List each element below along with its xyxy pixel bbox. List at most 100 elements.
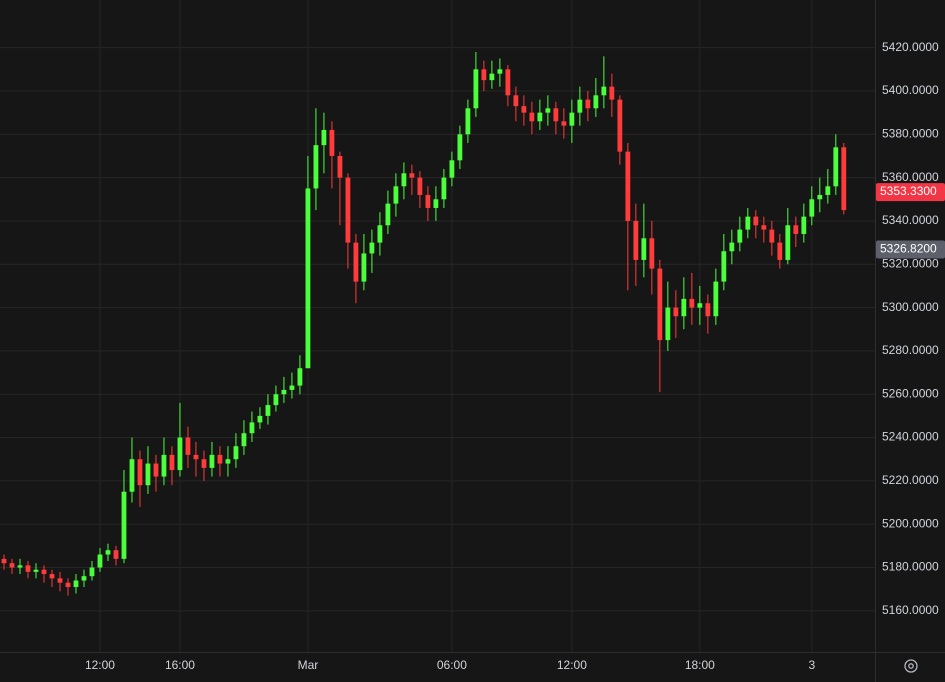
candle-body [433,199,439,208]
candle-body [105,550,111,555]
candle-body [49,574,55,579]
candle-body [681,298,687,317]
candle-body [425,194,431,208]
y-tick-label: 5160.0000 [882,603,939,617]
y-tick-label: 5200.0000 [882,516,939,530]
candle-body [257,415,263,423]
price-marker-label: 5326.8200 [880,242,937,256]
candle-body [457,134,463,161]
candle-body [265,405,271,416]
candle-body [97,554,103,568]
y-tick-label: 5220.0000 [882,473,939,487]
candle-body [409,173,415,178]
candle-body [729,242,735,252]
candle-body [785,225,791,260]
x-tick-label: Mar [298,658,319,672]
candle-body [137,459,143,486]
candle-body [337,155,343,178]
candle-body [497,69,503,74]
x-tick-label: 18:00 [685,658,715,672]
candle-body [153,463,159,477]
y-tick-label: 5280.0000 [882,343,939,357]
candle-body [297,368,303,386]
candle-body [89,567,95,577]
candle-body [329,129,335,156]
y-tick-label: 5420.0000 [882,40,939,54]
candle-body [817,194,823,200]
candle-body [833,147,839,187]
candle-body [385,203,391,226]
candle-body [113,550,119,559]
candle-body [73,580,79,588]
candle-body [377,225,383,243]
candle-body [273,394,279,406]
candle-body [25,565,31,572]
candle-body [689,298,695,308]
candle-body [593,95,599,109]
candle-body [321,129,327,146]
candle-body [241,433,247,447]
candle-body [705,303,711,317]
candle-body [353,242,359,282]
y-tick-label: 5300.0000 [882,300,939,314]
y-tick-label: 5240.0000 [882,430,939,444]
candle-body [633,220,639,260]
candle-body [537,112,543,122]
candle-body [281,389,287,395]
candle-body [505,69,511,96]
candle-body [233,446,239,460]
x-tick-label: 16:00 [165,658,195,672]
candle-body [769,229,775,243]
candle-body [193,454,199,460]
candle-body [209,454,215,468]
y-tick-label: 5400.0000 [882,83,939,97]
candle-body [17,565,23,568]
candle-body [561,121,567,126]
candle-body [601,86,607,96]
candle-body [481,69,487,81]
candle-body [169,454,175,471]
candle-body [793,225,799,234]
candle-body [489,73,495,81]
candle-body [569,112,575,126]
candle-body [737,229,743,243]
x-tick-label: 06:00 [437,658,467,672]
price-marker-label: 5353.3300 [880,184,937,198]
candle-body [617,99,623,152]
candle-body [369,242,375,254]
candle-body [161,454,167,477]
candle-body [217,454,223,464]
candle-body [745,216,751,230]
candle-body [641,238,647,260]
candle-body [649,238,655,269]
candle-body [465,108,471,135]
candle-body [9,563,15,568]
candle-body [513,95,519,107]
y-tick-label: 5320.0000 [882,256,939,270]
price-marker [876,183,945,202]
candle-body [697,303,703,308]
x-tick-label: 3 [808,658,815,672]
y-tick-label: 5180.0000 [882,560,939,574]
candle-body [657,268,663,341]
y-tick-label: 5380.0000 [882,126,939,140]
candle-body [65,582,71,588]
candle-body [417,177,423,195]
y-tick-label: 5260.0000 [882,386,939,400]
candle-body [57,578,63,583]
candle-body [761,225,767,230]
candle-body [249,422,255,434]
x-tick-label: 12:00 [85,658,115,672]
candle-body [777,242,783,260]
candle-body [825,186,831,195]
candle-body [801,216,807,234]
candle-body [449,160,455,178]
candle-body [33,569,39,572]
candle-body [345,177,351,243]
candle-body [177,437,183,471]
candle-body [441,177,447,200]
candle-body [625,151,631,221]
settings-icon[interactable] [904,659,918,673]
